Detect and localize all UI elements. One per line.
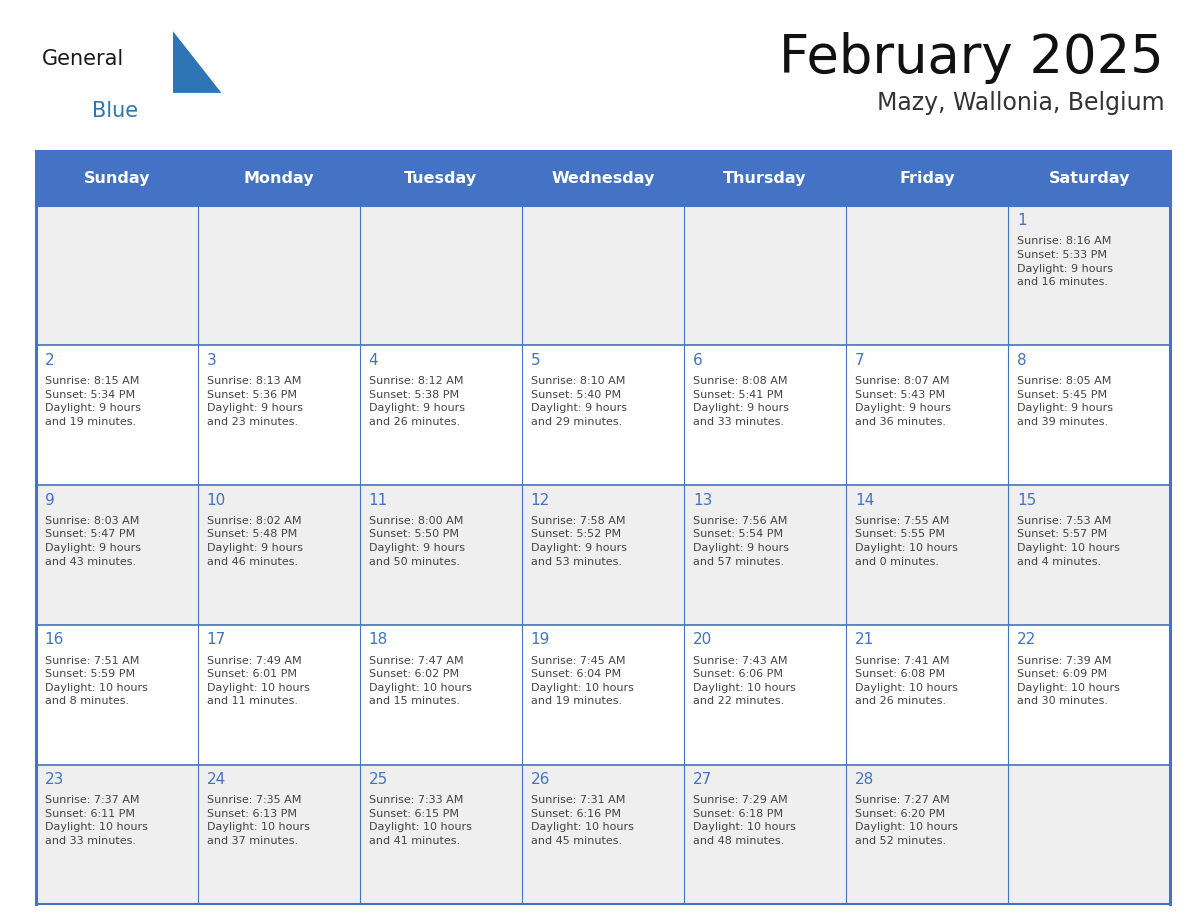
Text: 26: 26 [531,772,550,788]
Text: Friday: Friday [899,171,955,186]
Text: Sunrise: 7:31 AM
Sunset: 6:16 PM
Daylight: 10 hours
and 45 minutes.: Sunrise: 7:31 AM Sunset: 6:16 PM Dayligh… [531,795,633,846]
Text: Sunrise: 8:10 AM
Sunset: 5:40 PM
Daylight: 9 hours
and 29 minutes.: Sunrise: 8:10 AM Sunset: 5:40 PM Dayligh… [531,376,627,427]
Text: 1: 1 [1017,213,1026,229]
Text: 24: 24 [207,772,226,788]
Text: 25: 25 [368,772,388,788]
Text: 20: 20 [693,633,712,647]
Text: Tuesday: Tuesday [404,171,478,186]
Text: Sunrise: 7:45 AM
Sunset: 6:04 PM
Daylight: 10 hours
and 19 minutes.: Sunrise: 7:45 AM Sunset: 6:04 PM Dayligh… [531,655,633,706]
Text: 11: 11 [368,493,388,508]
Text: February 2025: February 2025 [779,31,1164,84]
Text: Sunrise: 8:02 AM
Sunset: 5:48 PM
Daylight: 9 hours
and 46 minutes.: Sunrise: 8:02 AM Sunset: 5:48 PM Dayligh… [207,516,303,566]
Text: 3: 3 [207,353,216,368]
Text: Sunrise: 7:49 AM
Sunset: 6:01 PM
Daylight: 10 hours
and 11 minutes.: Sunrise: 7:49 AM Sunset: 6:01 PM Dayligh… [207,655,310,706]
Text: Thursday: Thursday [723,171,807,186]
Text: 10: 10 [207,493,226,508]
Text: 23: 23 [45,772,64,788]
Text: Sunrise: 8:13 AM
Sunset: 5:36 PM
Daylight: 9 hours
and 23 minutes.: Sunrise: 8:13 AM Sunset: 5:36 PM Dayligh… [207,376,303,427]
Text: Sunrise: 7:39 AM
Sunset: 6:09 PM
Daylight: 10 hours
and 30 minutes.: Sunrise: 7:39 AM Sunset: 6:09 PM Dayligh… [1017,655,1120,706]
Text: 5: 5 [531,353,541,368]
Text: 8: 8 [1017,353,1026,368]
Text: Wednesday: Wednesday [551,171,655,186]
Text: Sunrise: 8:03 AM
Sunset: 5:47 PM
Daylight: 9 hours
and 43 minutes.: Sunrise: 8:03 AM Sunset: 5:47 PM Dayligh… [45,516,140,566]
Text: Sunrise: 7:58 AM
Sunset: 5:52 PM
Daylight: 9 hours
and 53 minutes.: Sunrise: 7:58 AM Sunset: 5:52 PM Dayligh… [531,516,627,566]
Text: Sunrise: 8:07 AM
Sunset: 5:43 PM
Daylight: 9 hours
and 36 minutes.: Sunrise: 8:07 AM Sunset: 5:43 PM Dayligh… [855,376,950,427]
Text: 28: 28 [855,772,874,788]
Text: Sunrise: 8:05 AM
Sunset: 5:45 PM
Daylight: 9 hours
and 39 minutes.: Sunrise: 8:05 AM Sunset: 5:45 PM Dayligh… [1017,376,1113,427]
Text: 21: 21 [855,633,874,647]
Text: Sunrise: 8:12 AM
Sunset: 5:38 PM
Daylight: 9 hours
and 26 minutes.: Sunrise: 8:12 AM Sunset: 5:38 PM Dayligh… [368,376,465,427]
Text: Sunrise: 7:53 AM
Sunset: 5:57 PM
Daylight: 10 hours
and 4 minutes.: Sunrise: 7:53 AM Sunset: 5:57 PM Dayligh… [1017,516,1120,566]
Text: 6: 6 [693,353,702,368]
Text: 12: 12 [531,493,550,508]
Text: 4: 4 [368,353,378,368]
Text: Sunrise: 7:55 AM
Sunset: 5:55 PM
Daylight: 10 hours
and 0 minutes.: Sunrise: 7:55 AM Sunset: 5:55 PM Dayligh… [855,516,958,566]
Text: Sunrise: 7:29 AM
Sunset: 6:18 PM
Daylight: 10 hours
and 48 minutes.: Sunrise: 7:29 AM Sunset: 6:18 PM Dayligh… [693,795,796,846]
Text: Sunrise: 8:00 AM
Sunset: 5:50 PM
Daylight: 9 hours
and 50 minutes.: Sunrise: 8:00 AM Sunset: 5:50 PM Dayligh… [368,516,465,566]
Text: Blue: Blue [93,101,138,121]
Text: Sunrise: 7:27 AM
Sunset: 6:20 PM
Daylight: 10 hours
and 52 minutes.: Sunrise: 7:27 AM Sunset: 6:20 PM Dayligh… [855,795,958,846]
Text: Sunrise: 7:56 AM
Sunset: 5:54 PM
Daylight: 9 hours
and 57 minutes.: Sunrise: 7:56 AM Sunset: 5:54 PM Dayligh… [693,516,789,566]
Text: 15: 15 [1017,493,1036,508]
Text: Saturday: Saturday [1048,171,1130,186]
Text: Monday: Monday [244,171,314,186]
Text: 2: 2 [45,353,55,368]
Text: Sunrise: 8:08 AM
Sunset: 5:41 PM
Daylight: 9 hours
and 33 minutes.: Sunrise: 8:08 AM Sunset: 5:41 PM Dayligh… [693,376,789,427]
Text: Sunrise: 8:16 AM
Sunset: 5:33 PM
Daylight: 9 hours
and 16 minutes.: Sunrise: 8:16 AM Sunset: 5:33 PM Dayligh… [1017,237,1113,287]
Text: Sunrise: 7:47 AM
Sunset: 6:02 PM
Daylight: 10 hours
and 15 minutes.: Sunrise: 7:47 AM Sunset: 6:02 PM Dayligh… [368,655,472,706]
Text: 13: 13 [693,493,713,508]
Text: Sunrise: 7:35 AM
Sunset: 6:13 PM
Daylight: 10 hours
and 37 minutes.: Sunrise: 7:35 AM Sunset: 6:13 PM Dayligh… [207,795,310,846]
Text: 22: 22 [1017,633,1036,647]
Text: 17: 17 [207,633,226,647]
Text: Sunday: Sunday [83,171,150,186]
Text: 27: 27 [693,772,712,788]
Text: 19: 19 [531,633,550,647]
Text: General: General [42,50,124,70]
Text: Sunrise: 7:43 AM
Sunset: 6:06 PM
Daylight: 10 hours
and 22 minutes.: Sunrise: 7:43 AM Sunset: 6:06 PM Dayligh… [693,655,796,706]
Polygon shape [173,31,221,93]
Text: Sunrise: 7:51 AM
Sunset: 5:59 PM
Daylight: 10 hours
and 8 minutes.: Sunrise: 7:51 AM Sunset: 5:59 PM Dayligh… [45,655,147,706]
Text: 9: 9 [45,493,55,508]
Text: 14: 14 [855,493,874,508]
Text: Sunrise: 8:15 AM
Sunset: 5:34 PM
Daylight: 9 hours
and 19 minutes.: Sunrise: 8:15 AM Sunset: 5:34 PM Dayligh… [45,376,140,427]
Text: Sunrise: 7:41 AM
Sunset: 6:08 PM
Daylight: 10 hours
and 26 minutes.: Sunrise: 7:41 AM Sunset: 6:08 PM Dayligh… [855,655,958,706]
Text: Sunrise: 7:37 AM
Sunset: 6:11 PM
Daylight: 10 hours
and 33 minutes.: Sunrise: 7:37 AM Sunset: 6:11 PM Dayligh… [45,795,147,846]
Text: 16: 16 [45,633,64,647]
Text: Sunrise: 7:33 AM
Sunset: 6:15 PM
Daylight: 10 hours
and 41 minutes.: Sunrise: 7:33 AM Sunset: 6:15 PM Dayligh… [368,795,472,846]
Text: 18: 18 [368,633,388,647]
Text: Mazy, Wallonia, Belgium: Mazy, Wallonia, Belgium [877,91,1164,115]
Text: 7: 7 [855,353,865,368]
